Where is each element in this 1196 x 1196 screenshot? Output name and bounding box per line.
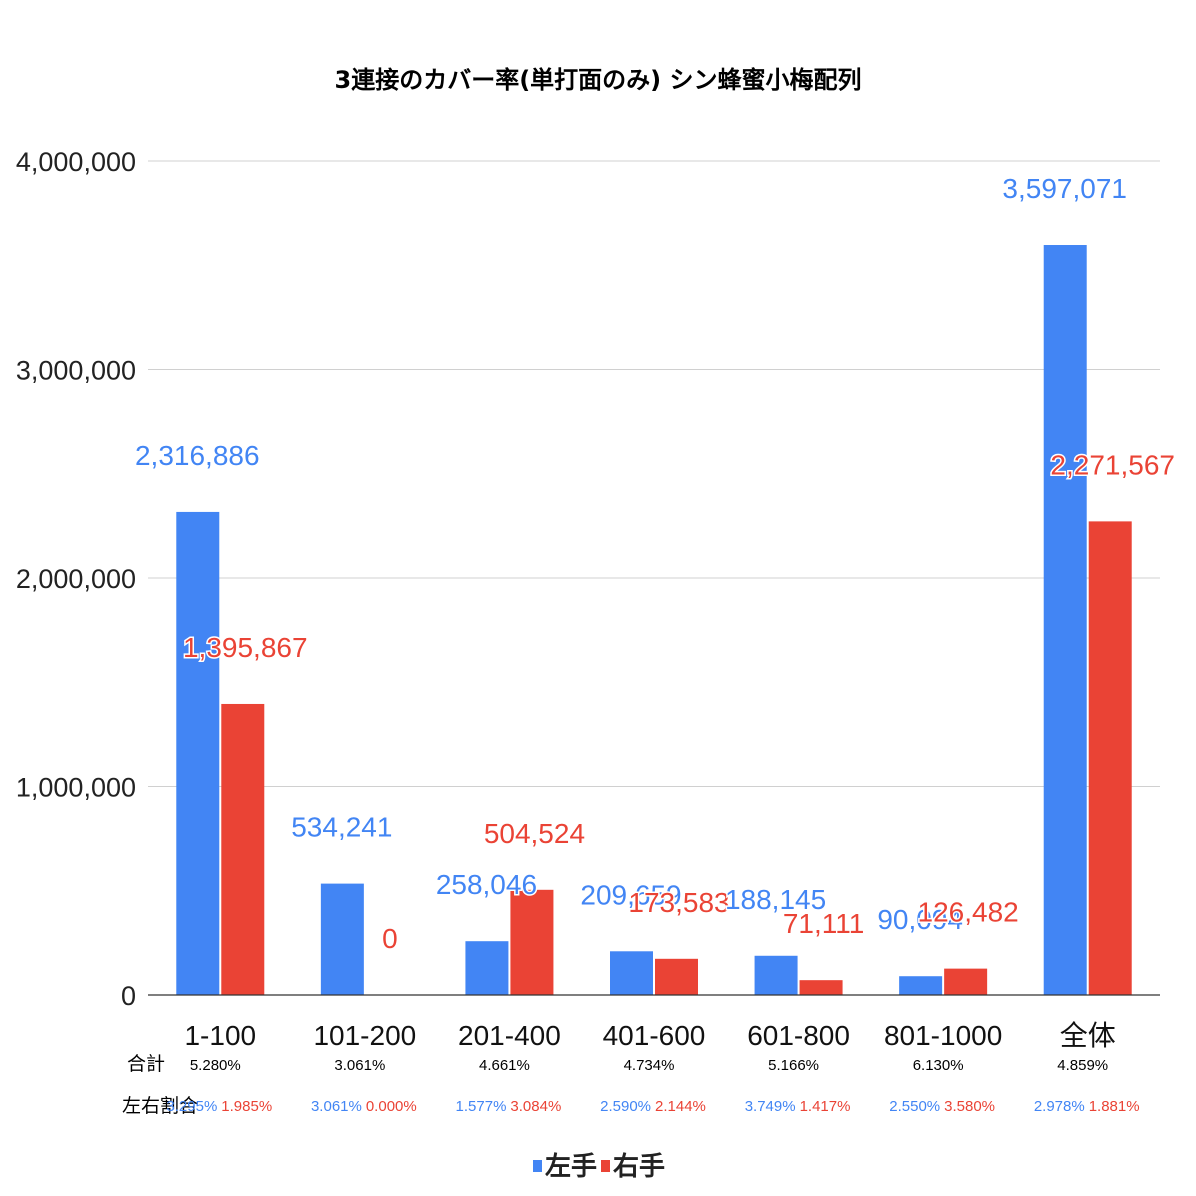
x-tick-label: 全体 <box>1060 1020 1116 1051</box>
left-ratio-percent: 2.978% <box>1034 1098 1085 1115</box>
data-label-left: 258,046 <box>436 869 537 900</box>
bar-left <box>754 955 798 995</box>
y-tick-label: 2,000,000 <box>16 564 136 594</box>
right-ratio-percent: 3.580% <box>944 1098 995 1115</box>
y-tick-label: 1,000,000 <box>16 773 136 803</box>
left-ratio-percent: 3.061% <box>311 1098 362 1115</box>
x-tick-label: 601-800 <box>747 1020 850 1051</box>
bar-right <box>221 703 265 995</box>
bar-left <box>1043 245 1087 996</box>
bar-right <box>655 958 698 995</box>
total-percent: 6.130% <box>913 1057 964 1074</box>
chart-title: 3連接のカバー率(単打面のみ) シン蜂蜜小梅配列 <box>335 66 862 94</box>
right-ratio-percent: 3.084% <box>510 1098 561 1115</box>
y-axis-ticks: 0 1,000,000 2,000,000 3,000,000 4,000,000 <box>16 147 136 1011</box>
data-labels: 2,316,886 1,395,867 534,241 0 258,046 504,524… <box>133 172 1176 956</box>
bar-left <box>899 976 943 995</box>
total-percent: 3.061% <box>334 1057 385 1074</box>
data-label-left: 3,597,071 <box>1002 173 1127 204</box>
right-ratio-percent: 2.144% <box>655 1098 706 1115</box>
left-ratio-percent: 3.295% <box>166 1098 217 1115</box>
data-label-right: 173,583 <box>628 887 729 918</box>
right-ratio-percent: 1.881% <box>1089 1098 1140 1115</box>
data-label-right: 1,395,867 <box>183 632 308 663</box>
bar-right <box>1088 521 1132 995</box>
data-label-left: 90,094 <box>877 904 963 935</box>
bar-right <box>799 980 843 995</box>
right-ratio-percent: 1.417% <box>800 1098 851 1115</box>
x-tick-label: 401-600 <box>603 1020 706 1051</box>
x-tick-label: 1-100 <box>184 1020 256 1051</box>
bar-left <box>465 941 509 995</box>
x-tick-label: 201-400 <box>458 1020 561 1051</box>
y-tick-label: 4,000,000 <box>16 147 136 177</box>
y-tick-label: 0 <box>121 981 136 1011</box>
legend-label-left: 左手 <box>545 1152 597 1182</box>
x-tick-label: 101-200 <box>313 1020 416 1051</box>
left-ratio-percent: 2.590% <box>600 1098 651 1115</box>
left-ratio-percent: 1.577% <box>456 1098 507 1115</box>
data-label-right: 0 <box>382 923 398 954</box>
data-label-left: 534,241 <box>291 812 392 843</box>
total-percent: 4.661% <box>479 1057 530 1074</box>
data-label-left: 2,316,886 <box>135 440 260 471</box>
ratio-row-label: 左右割合 <box>122 1095 198 1117</box>
bar-right <box>510 889 554 995</box>
data-label-right: 2,271,567 <box>1050 449 1175 480</box>
legend-swatch-left <box>533 1160 542 1172</box>
bar-left <box>176 511 220 995</box>
data-label-right: 504,524 <box>484 818 585 849</box>
percentage-table: 5.280%3.295% 1.985%3.061%3.061% 0.000%4.66… <box>166 1057 1139 1115</box>
data-label-right: 71,111 <box>783 908 864 939</box>
x-tick-label: 801-1000 <box>884 1020 1002 1051</box>
total-row-label: 合計 <box>127 1053 165 1075</box>
bar-left <box>610 951 653 995</box>
total-percent: 4.734% <box>624 1057 675 1074</box>
right-ratio-percent: 1.985% <box>221 1098 272 1115</box>
legend-label-right: 右手 <box>613 1152 665 1182</box>
left-ratio-percent: 2.550% <box>889 1098 940 1115</box>
bar-right <box>944 968 988 995</box>
data-label-right: 126,482 <box>918 897 1019 928</box>
total-percent: 5.280% <box>190 1057 241 1074</box>
y-tick-label: 3,000,000 <box>16 356 136 386</box>
data-label-left: 188,145 <box>725 884 826 915</box>
bar-left <box>320 883 364 995</box>
gridlines <box>148 160 1160 787</box>
legend: 左手 右手 <box>533 1152 665 1182</box>
bars <box>176 245 1132 996</box>
total-percent: 5.166% <box>768 1057 819 1074</box>
legend-swatch-right <box>601 1160 610 1172</box>
left-ratio-percent: 3.749% <box>745 1098 796 1115</box>
total-percent: 4.859% <box>1057 1057 1108 1074</box>
right-ratio-percent: 0.000% <box>366 1098 417 1115</box>
data-label-left: 209,659 <box>580 879 681 910</box>
x-axis-ticks: 1-100 101-200 201-400 401-600 601-800 801-100… <box>184 1020 1115 1051</box>
